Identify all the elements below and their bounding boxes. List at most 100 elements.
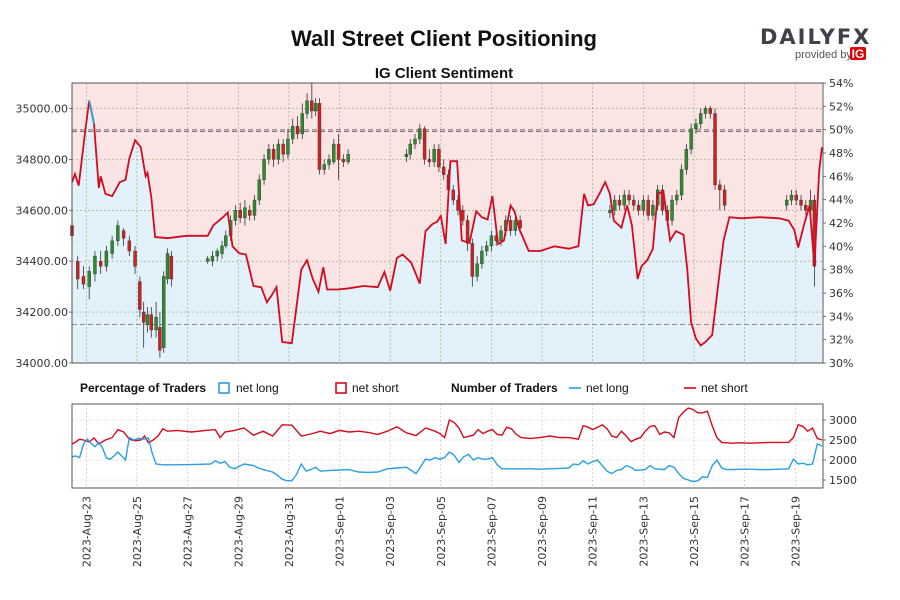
candle-body [158, 327, 162, 351]
price-candle [613, 195, 617, 216]
legend-pct-long-swatch [218, 382, 230, 394]
price-candle [327, 154, 331, 170]
candle-body [169, 255, 174, 280]
legend-num-long-label: net long [586, 381, 629, 395]
price-candle [670, 195, 674, 226]
price-candle [165, 248, 170, 285]
candle-body [651, 204, 655, 216]
candle-body [632, 199, 636, 206]
price-axis-ticks: 34000.00 34200.00 34400.00 34600.00 34800.00… [16, 102, 72, 370]
traders-axes [71, 403, 824, 489]
price-tick-label: 34800.00 [16, 153, 69, 166]
candle-body [475, 263, 479, 277]
candle-body [461, 210, 465, 221]
candle-body [286, 138, 290, 155]
candle-body [252, 199, 257, 216]
candle-body [698, 113, 703, 124]
traders-tick-label: 3000 [829, 414, 857, 427]
candle-body [243, 207, 247, 219]
candle-body [93, 255, 97, 275]
price-candle [698, 108, 703, 129]
candle-body [317, 103, 322, 170]
legend: Percentage of Traders net long net short… [80, 381, 748, 395]
candle-body [627, 194, 631, 201]
price-candle [116, 220, 120, 246]
candle-body [76, 260, 80, 280]
traders-net-long-line [71, 436, 823, 483]
price-candle [313, 98, 318, 117]
price-candle [133, 245, 137, 274]
price-candle [689, 123, 693, 155]
legend-pct-short-swatch [335, 382, 347, 394]
date-tick-label: 2023-Aug-31 [283, 496, 296, 567]
price-candle [789, 189, 794, 206]
net-short-percentage-line [71, 100, 823, 347]
price-candle [617, 195, 622, 211]
percent-tick-label: 52% [829, 100, 853, 113]
chart-subtitle: IG Client Sentiment [375, 65, 513, 82]
price-candle [641, 195, 646, 216]
ig-logo-text: IG [852, 47, 865, 61]
candle-body [238, 210, 242, 219]
percent-tick-label: 40% [829, 240, 853, 253]
candle-body [233, 210, 238, 221]
legend-pct-long-label: net long [236, 381, 279, 395]
candle-body [641, 199, 646, 211]
price-candle [336, 133, 341, 180]
price-tick-label: 34000.00 [16, 357, 69, 370]
price-candle [427, 149, 432, 167]
candle-body [332, 143, 336, 163]
candle-body [104, 250, 109, 267]
price-candle [646, 195, 650, 221]
candle-body [281, 143, 285, 155]
percent-tick-label: 46% [829, 170, 853, 183]
price-candle [713, 108, 717, 190]
candle-body [149, 314, 154, 331]
price-candle [169, 251, 174, 287]
date-tick-label: 2023-Sep-17 [739, 496, 752, 567]
candle-body [295, 126, 300, 135]
candle-body [305, 100, 309, 114]
price-candle [470, 238, 475, 287]
price-candle [794, 189, 798, 206]
legend-pct-title: Percentage of Traders [80, 381, 206, 395]
price-candle [210, 251, 215, 267]
candle-body [713, 113, 717, 186]
price-candle [248, 205, 252, 221]
candle-body [291, 126, 295, 140]
candle-body [441, 166, 446, 175]
date-tick-label: 2023-Sep-03 [384, 496, 397, 567]
date-tick-label: 2023-Aug-29 [232, 496, 245, 567]
traders-plot-frame [71, 403, 824, 489]
candle-body [154, 316, 158, 331]
brand-name: DAILYFX [760, 25, 871, 49]
price-candle [220, 240, 224, 259]
price-candle [141, 301, 146, 348]
date-tick-label: 2023-Sep-15 [688, 496, 701, 567]
price-candle [158, 312, 162, 358]
price-candle [484, 240, 489, 257]
price-candle [252, 195, 257, 221]
price-candle [81, 266, 86, 290]
dailyfx-logo: DAILYFX provided by IG [760, 25, 871, 61]
price-candle [233, 205, 238, 226]
price-candle [675, 189, 679, 206]
price-candle [432, 144, 436, 167]
price-candle [215, 248, 219, 262]
price-candle [475, 256, 479, 282]
candle-body [110, 240, 114, 254]
candle-body [470, 243, 475, 277]
legend-num-short-label: net short [701, 381, 748, 395]
candle-body [451, 189, 455, 201]
main-gridlines [72, 83, 823, 364]
candle-body [116, 225, 120, 242]
price-candle [461, 205, 465, 226]
date-tick-label: 2023-Sep-01 [334, 496, 347, 567]
price-candle [98, 251, 103, 274]
traders-tick-label: 2000 [829, 454, 857, 467]
candle-body [267, 148, 271, 160]
legend-num-title: Number of Traders [451, 381, 558, 395]
percent-tick-label: 34% [829, 310, 853, 323]
price-candle [451, 184, 455, 206]
candle-body [313, 103, 318, 112]
